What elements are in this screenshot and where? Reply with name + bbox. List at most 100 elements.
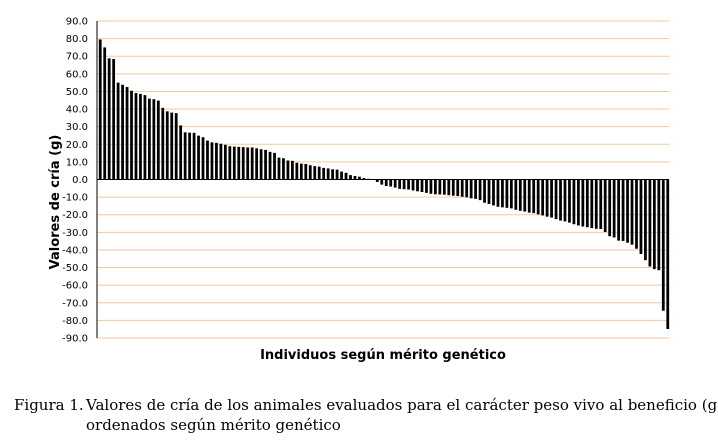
- bar: [237, 146, 241, 180]
- y-tick-label: -30.0: [62, 228, 88, 239]
- bar: [612, 179, 616, 238]
- bar: [469, 179, 473, 199]
- bar: [139, 93, 142, 180]
- bar: [554, 179, 558, 220]
- bar: [179, 125, 183, 180]
- y-tick-label: 40.0: [66, 105, 88, 116]
- bar: [219, 143, 223, 180]
- bar: [603, 179, 607, 232]
- bar: [594, 179, 598, 229]
- bar: [197, 135, 200, 180]
- caption-line-2: ordenados según mérito genético: [86, 416, 341, 434]
- bar: [460, 179, 464, 197]
- bar: [411, 179, 415, 191]
- bar: [358, 176, 361, 180]
- bar: [335, 169, 339, 180]
- bar: [407, 179, 410, 190]
- bars: [98, 39, 670, 330]
- bar: [416, 179, 419, 192]
- bar: [304, 164, 308, 180]
- bar: [563, 179, 567, 222]
- bar: [393, 179, 397, 188]
- bar: [170, 112, 174, 180]
- y-tick-label: 60.0: [66, 69, 88, 80]
- bar: [277, 157, 281, 180]
- bar: [322, 167, 326, 180]
- bar: [509, 179, 513, 209]
- bar: [380, 179, 384, 185]
- bar: [420, 179, 424, 192]
- x-axis-title: Individuos según mérito genético: [260, 348, 506, 363]
- bar: [282, 158, 285, 180]
- bar: [572, 179, 576, 225]
- bar: [577, 179, 580, 226]
- y-tick-label: -80.0: [62, 316, 88, 327]
- bar: [501, 179, 504, 208]
- gridlines: [97, 20, 669, 339]
- bar: [523, 179, 527, 212]
- bar: [201, 137, 205, 180]
- y-tick-label: 10.0: [66, 157, 88, 168]
- y-tick-label: 20.0: [66, 140, 88, 151]
- bar: [232, 146, 236, 180]
- bar: [478, 179, 482, 201]
- bar: [116, 82, 120, 180]
- bar: [250, 147, 254, 180]
- bar: [121, 84, 124, 180]
- y-tick-label: -60.0: [62, 281, 88, 292]
- bar: [483, 179, 486, 203]
- bar: [590, 179, 594, 229]
- bar: [206, 140, 209, 180]
- bar: [474, 179, 477, 199]
- bar: [644, 179, 647, 261]
- bar: [599, 179, 603, 229]
- bar: [398, 179, 402, 189]
- y-tick-label: -10.0: [62, 193, 88, 204]
- y-tick-label: -50.0: [62, 263, 88, 274]
- bar: [228, 146, 232, 180]
- bar: [639, 179, 643, 254]
- bar: [550, 179, 553, 218]
- bar: [559, 179, 562, 221]
- bar: [112, 59, 116, 180]
- bar: [192, 132, 196, 180]
- bar: [585, 179, 589, 228]
- bar: [375, 179, 379, 182]
- bar: [165, 111, 169, 180]
- breeding-values-chart: 90.0 80.0 70.0 60.0 50.0 40.0 30.0 20.0 10.0 0.0 -…: [48, 17, 670, 363]
- bar: [255, 148, 259, 180]
- bar: [152, 99, 156, 180]
- bar: [661, 179, 665, 311]
- bar: [442, 179, 446, 195]
- bar: [581, 179, 585, 227]
- bar: [384, 179, 388, 187]
- bar: [518, 179, 522, 211]
- y-tick-label: -90.0: [62, 334, 88, 345]
- bar: [125, 87, 129, 180]
- bar: [183, 132, 187, 180]
- bar: [103, 47, 107, 180]
- y-tick-label: 80.0: [66, 34, 88, 45]
- bar: [536, 179, 540, 215]
- bar: [438, 179, 442, 195]
- y-tick-label: 50.0: [66, 87, 88, 98]
- bar: [434, 179, 437, 195]
- bar: [451, 179, 455, 196]
- caption-line-1: Valores de cría de los animales evaluado…: [86, 396, 718, 414]
- bar: [617, 179, 620, 241]
- bar: [402, 179, 406, 190]
- bar: [666, 179, 670, 330]
- bar: [648, 179, 652, 267]
- bar: [340, 171, 343, 180]
- bar: [505, 179, 509, 208]
- bar: [210, 142, 214, 180]
- bar: [541, 179, 545, 216]
- bar: [107, 58, 111, 180]
- bar: [299, 163, 303, 180]
- bar: [295, 162, 299, 180]
- bar: [148, 98, 151, 180]
- y-tick-label: 0.0: [72, 175, 88, 186]
- bar: [657, 179, 661, 271]
- bar: [259, 149, 263, 180]
- bar: [652, 179, 656, 270]
